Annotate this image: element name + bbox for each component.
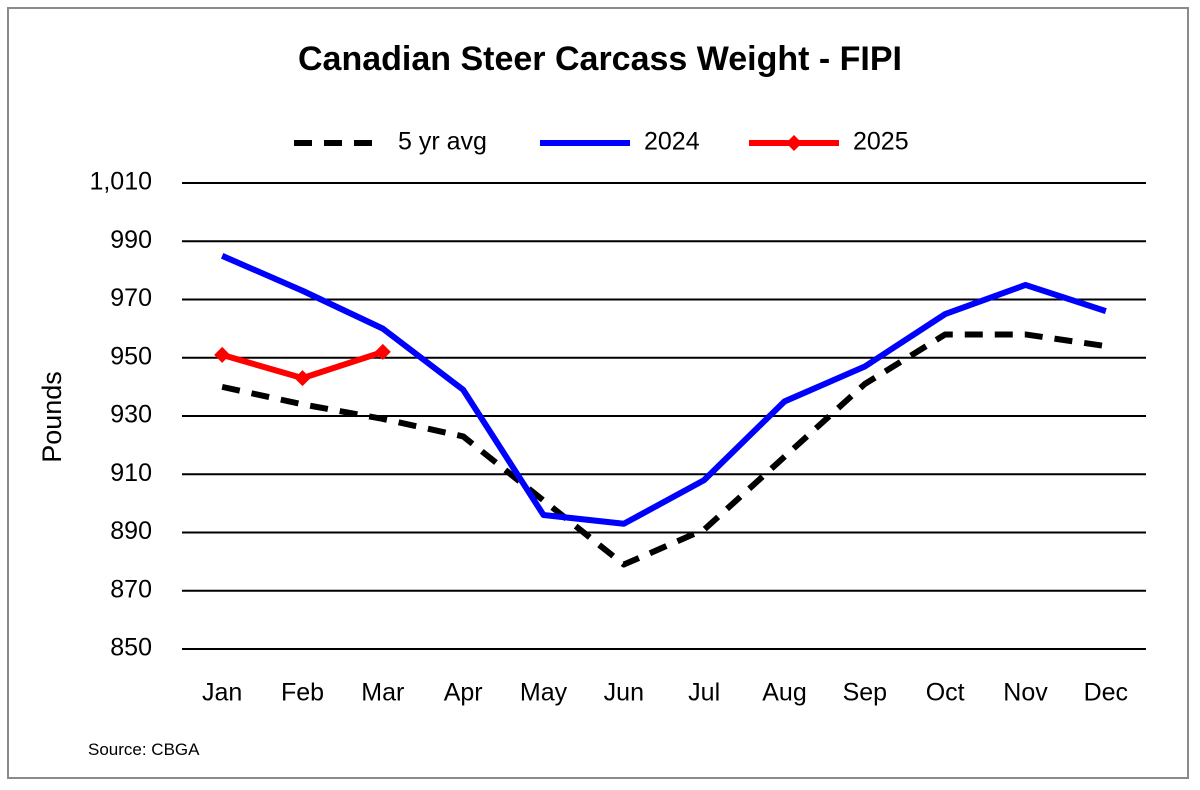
chart-title: Canadian Steer Carcass Weight - FIPI bbox=[298, 40, 902, 78]
series-lines bbox=[214, 253, 1107, 568]
x-axis-ticks: Jan Feb Mar Apr May Jun Jul Aug Sep Oct Nov Dec bbox=[202, 679, 1128, 707]
y-tick-label: 1,010 bbox=[89, 168, 152, 196]
legend-label: 2024 bbox=[644, 128, 700, 156]
chart-frame bbox=[7, 7, 1189, 779]
gridlines bbox=[182, 182, 1146, 650]
x-tick-label: May bbox=[520, 679, 568, 707]
x-tick-label: Jul bbox=[688, 679, 720, 707]
x-tick-label: Jan bbox=[202, 679, 242, 707]
series-line-2024 bbox=[220, 253, 1107, 527]
y-tick-label: 930 bbox=[110, 401, 152, 429]
y-tick-label: 870 bbox=[110, 575, 152, 603]
y-tick-label: 890 bbox=[110, 517, 152, 545]
x-tick-label: Sep bbox=[843, 679, 887, 707]
y-axis-ticks: 850 870 890 910 930 950 970 990 1,010 bbox=[89, 168, 152, 662]
y-tick-label: 990 bbox=[110, 226, 152, 254]
x-tick-label: Oct bbox=[926, 679, 965, 707]
legend: 5 yr avg 2024 2025 bbox=[294, 128, 909, 156]
x-tick-label: Dec bbox=[1084, 679, 1128, 707]
data-point-marker bbox=[374, 343, 391, 360]
y-axis-title: Pounds bbox=[37, 371, 67, 463]
y-tick-label: 910 bbox=[110, 459, 152, 487]
legend-label: 2025 bbox=[853, 128, 909, 156]
source-note: Source: CBGA bbox=[88, 740, 200, 759]
y-tick-label: 970 bbox=[110, 284, 152, 312]
data-point-marker bbox=[214, 346, 231, 363]
x-tick-label: Apr bbox=[444, 679, 483, 707]
legend-label: 5 yr avg bbox=[398, 128, 487, 156]
x-tick-label: Nov bbox=[1003, 679, 1048, 707]
x-tick-label: Feb bbox=[281, 679, 324, 707]
series-line-5-yr-avg bbox=[221, 331, 1107, 568]
y-tick-label: 850 bbox=[110, 634, 152, 662]
legend-marker bbox=[786, 135, 802, 151]
x-tick-label: Aug bbox=[762, 679, 806, 707]
y-tick-label: 950 bbox=[110, 342, 152, 370]
x-tick-label: Jun bbox=[604, 679, 644, 707]
data-point-marker bbox=[294, 370, 311, 387]
x-tick-label: Mar bbox=[361, 679, 404, 707]
